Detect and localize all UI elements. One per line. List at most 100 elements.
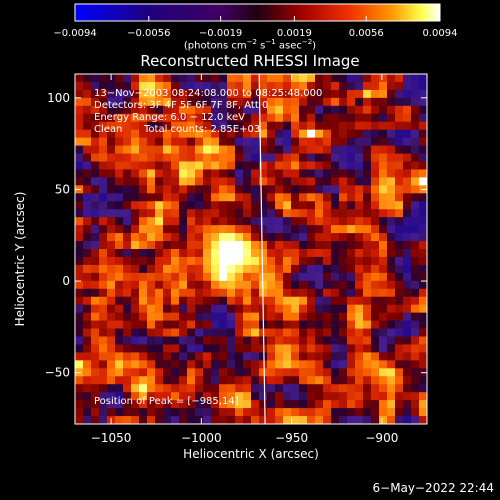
heatmap-cell xyxy=(219,201,228,210)
heatmap-cell xyxy=(131,161,140,171)
heatmap-cell xyxy=(355,336,364,346)
heatmap-cell xyxy=(331,304,340,314)
heatmap-cell xyxy=(203,280,212,290)
heatmap-cell xyxy=(403,209,412,218)
heatmap-cell xyxy=(283,153,292,163)
heatmap-cell xyxy=(323,129,332,139)
heatmap-cell xyxy=(307,153,316,163)
heatmap-cell xyxy=(347,74,356,83)
heatmap-cell xyxy=(219,344,228,353)
heatmap-cell xyxy=(371,145,380,155)
heatmap-cell xyxy=(227,368,236,377)
heatmap-cell xyxy=(419,97,427,107)
heatmap-cell xyxy=(211,209,220,218)
heatmap-cell xyxy=(187,193,196,202)
heatmap-cell xyxy=(259,249,268,258)
heatmap-cell xyxy=(131,280,140,290)
heatmap-cell xyxy=(187,74,196,83)
heatmap-cell xyxy=(315,336,324,346)
heatmap-cell xyxy=(147,368,156,377)
heatmap-cell xyxy=(83,296,92,306)
heatmap-cell xyxy=(139,328,148,338)
heatmap-cell xyxy=(339,392,348,401)
heatmap-cell xyxy=(251,312,260,322)
heatmap-cell xyxy=(259,416,268,424)
heatmap-cell xyxy=(323,256,332,266)
heatmap-cell xyxy=(291,129,300,139)
heatmap-cell xyxy=(219,233,228,242)
heatmap-cell xyxy=(195,97,204,107)
heatmap-cell xyxy=(251,352,260,361)
heatmap-cell xyxy=(251,74,260,83)
heatmap-cell xyxy=(307,145,316,155)
heatmap-cell xyxy=(243,169,252,178)
heatmap-cell xyxy=(347,177,356,186)
heatmap-cell xyxy=(147,74,156,83)
heatmap-cell xyxy=(91,320,100,330)
heatmap-cell xyxy=(379,201,388,210)
heatmap-cell xyxy=(211,89,220,99)
heatmap-cell xyxy=(379,169,388,178)
heatmap-cell xyxy=(283,249,292,258)
heatmap-cell xyxy=(155,177,164,186)
heatmap-cell xyxy=(155,328,164,338)
heatmap-cell xyxy=(227,280,236,290)
heatmap-cell xyxy=(395,320,404,330)
heatmap-cell xyxy=(171,169,180,178)
heatmap-cell xyxy=(307,296,316,306)
heatmap-cell xyxy=(315,320,324,330)
heatmap-cell xyxy=(411,344,420,353)
heatmap-cell xyxy=(259,129,268,139)
heatmap-cell xyxy=(275,97,284,107)
colorbar-tick-label: −0.0094 xyxy=(53,28,96,39)
heatmap-cell xyxy=(267,304,276,314)
heatmap-cell xyxy=(395,328,404,338)
heatmap-cell xyxy=(307,74,316,83)
heatmap-cell xyxy=(131,97,140,107)
heatmap-cell xyxy=(419,81,427,91)
heatmap-cell xyxy=(83,153,92,163)
heatmap-cell xyxy=(139,376,148,385)
heatmap-cell xyxy=(411,81,420,91)
heatmap-cell xyxy=(339,344,348,353)
heatmap-cell xyxy=(179,217,188,226)
heatmap-cell xyxy=(211,384,220,393)
heatmap-cell xyxy=(163,225,172,234)
heatmap-cell xyxy=(403,280,412,290)
heatmap-cell xyxy=(99,256,108,266)
heatmap-cell xyxy=(131,320,140,330)
heatmap-cell xyxy=(347,249,356,258)
heatmap-cell xyxy=(259,177,268,186)
heatmap-cell xyxy=(283,344,292,353)
heatmap-cell xyxy=(155,121,164,131)
heatmap-cell xyxy=(411,264,420,274)
heatmap-cell xyxy=(123,360,132,369)
heatmap-cell xyxy=(147,105,156,115)
heatmap-cell xyxy=(307,137,316,147)
heatmap-cell xyxy=(83,288,92,298)
heatmap-cell xyxy=(291,408,300,417)
heatmap-cell xyxy=(75,97,84,107)
heatmap-cell xyxy=(291,392,300,401)
heatmap-cell xyxy=(203,225,212,234)
heatmap-cell xyxy=(387,280,396,290)
heatmap-cell xyxy=(107,129,116,139)
heatmap-cell xyxy=(355,249,364,258)
heatmap-cell xyxy=(299,328,308,338)
heatmap-cell xyxy=(139,233,148,242)
heatmap-cell xyxy=(347,185,356,194)
heatmap-cell xyxy=(323,161,332,171)
heatmap-cell xyxy=(243,376,252,385)
heatmap-cell xyxy=(307,312,316,322)
heatmap-cell xyxy=(299,89,308,99)
heatmap-cell xyxy=(259,97,268,107)
heatmap-cell xyxy=(75,201,84,210)
heatmap-cell xyxy=(179,376,188,385)
heatmap-cell xyxy=(283,272,292,282)
heatmap-cell xyxy=(355,74,364,83)
heatmap-cell xyxy=(355,105,364,115)
heatmap-cell xyxy=(235,416,244,424)
heatmap-cell xyxy=(227,209,236,218)
heatmap-cell xyxy=(131,225,140,234)
heatmap-cell xyxy=(339,400,348,409)
